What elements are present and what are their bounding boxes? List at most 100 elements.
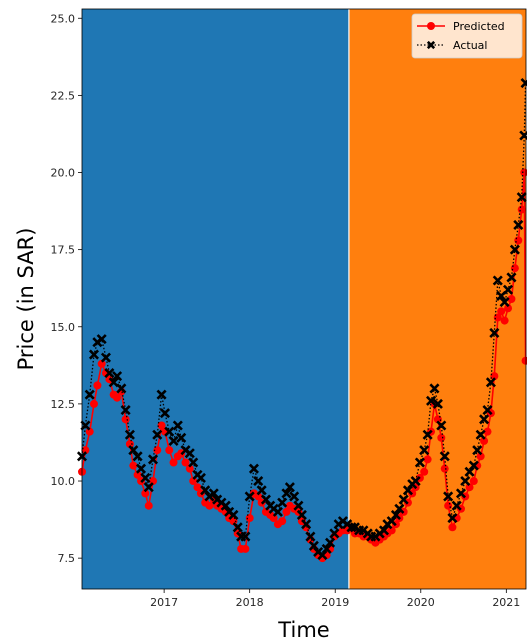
data-point-predicted [254,492,263,501]
data-point-actual [120,405,131,416]
plot-frame [81,8,527,590]
y-tick-label: 20.0 [51,167,76,180]
data-point-actual [482,405,493,416]
data-point-predicted [483,427,492,436]
data-point-predicted [437,433,446,442]
y-tick-label: 15.0 [51,321,76,334]
data-point-actual [159,408,171,419]
data-point-actual [220,500,231,511]
y-axis-title: Price (in SAR) [14,228,38,371]
data-point-predicted [141,489,150,498]
data-point-actual [293,500,304,511]
data-point-actual [164,426,175,437]
data-point-predicted [500,316,509,325]
data-point-predicted [420,467,429,476]
data-point-actual [208,488,219,499]
x-tick-label: 2019 [321,596,349,609]
data-point-predicted [514,236,523,245]
y-tick-label: 17.5 [51,244,76,257]
data-point-actual [321,543,332,554]
data-point-actual [116,383,127,394]
data-point-predicted [169,458,178,467]
legend-label: Actual [453,39,487,52]
data-point-actual [519,130,527,141]
data-point-predicted [205,501,214,510]
data-point-actual [301,519,312,530]
data-point-actual [317,550,328,561]
data-point-predicted [448,523,457,532]
data-point-actual [135,463,147,474]
y-tick-label: 12.5 [51,398,76,411]
data-point-actual [248,463,259,474]
data-point-actual [468,460,479,471]
data-point-actual [414,457,425,468]
data-point-predicted [245,514,254,523]
data-point-actual [432,398,443,409]
data-point-actual [475,429,486,440]
data-point-actual [272,506,283,517]
data-point-predicted [121,415,130,424]
data-point-predicted [181,458,190,467]
data-point-predicted [444,501,453,510]
data-point-predicted [189,477,198,486]
data-point-predicted [469,477,478,486]
data-point-actual [112,371,123,382]
x-axis: 2017 2018 2019 2020 2021 [150,589,520,609]
data-point-actual [443,491,454,502]
data-point-actual [460,475,471,487]
data-point-predicted [497,307,506,316]
data-point-actual [232,522,243,533]
data-point-actual [240,531,251,542]
x-tick-label: 2018 [236,596,264,609]
data-point-actual [485,377,496,388]
series-actual [76,78,527,561]
data-point-predicted [480,436,489,445]
data-point-actual [447,513,458,524]
data-point-predicted [269,514,278,523]
legend-item-predicted: Predicted [417,20,505,33]
data-point-predicted [185,464,194,473]
data-point-actual [410,475,421,487]
data-point-actual [513,219,524,230]
data-point-predicted [144,501,153,510]
data-point-actual [168,435,179,446]
data-point-actual [489,327,500,338]
data-point-predicted [241,544,250,553]
data-point-actual [516,192,527,203]
data-point-actual [390,509,402,520]
data-point-actual [124,429,135,440]
series-layer [76,78,527,563]
data-point-actual [506,272,517,283]
legend-label: Predicted [453,20,505,33]
data-point-actual [325,537,336,548]
data-point-actual [296,509,307,520]
data-point-actual [88,349,100,360]
data-point-actual [80,420,91,431]
data-point-actual [284,482,295,493]
data-point-actual [499,297,510,308]
data-point-predicted [193,483,202,492]
data-point-actual [329,528,340,539]
legend-marker [426,40,436,50]
data-point-actual [436,420,447,431]
data-point-actual [104,368,115,379]
data-point-actual [378,525,390,536]
data-point-predicted [520,168,527,177]
data-point-predicted [423,455,432,464]
data-point-actual [140,472,151,483]
data-point-actual [228,509,239,520]
data-point-actual [156,389,167,400]
data-point-predicted [387,526,396,535]
data-point-predicted [129,461,138,470]
data-point-actual [386,516,397,527]
data-point-actual [479,414,490,425]
y-axis: 7.5 10.0 12.5 15.0 17.5 20.0 22.5 25.0 [51,12,82,565]
data-point-predicted [133,470,142,479]
data-point-actual [172,420,183,431]
data-point-predicted [149,477,158,486]
data-point-predicted [89,399,98,408]
data-point-actual [128,445,139,456]
x-axis-title: Time [277,618,329,642]
data-point-actual [100,352,111,363]
data-point-predicted [440,464,449,473]
